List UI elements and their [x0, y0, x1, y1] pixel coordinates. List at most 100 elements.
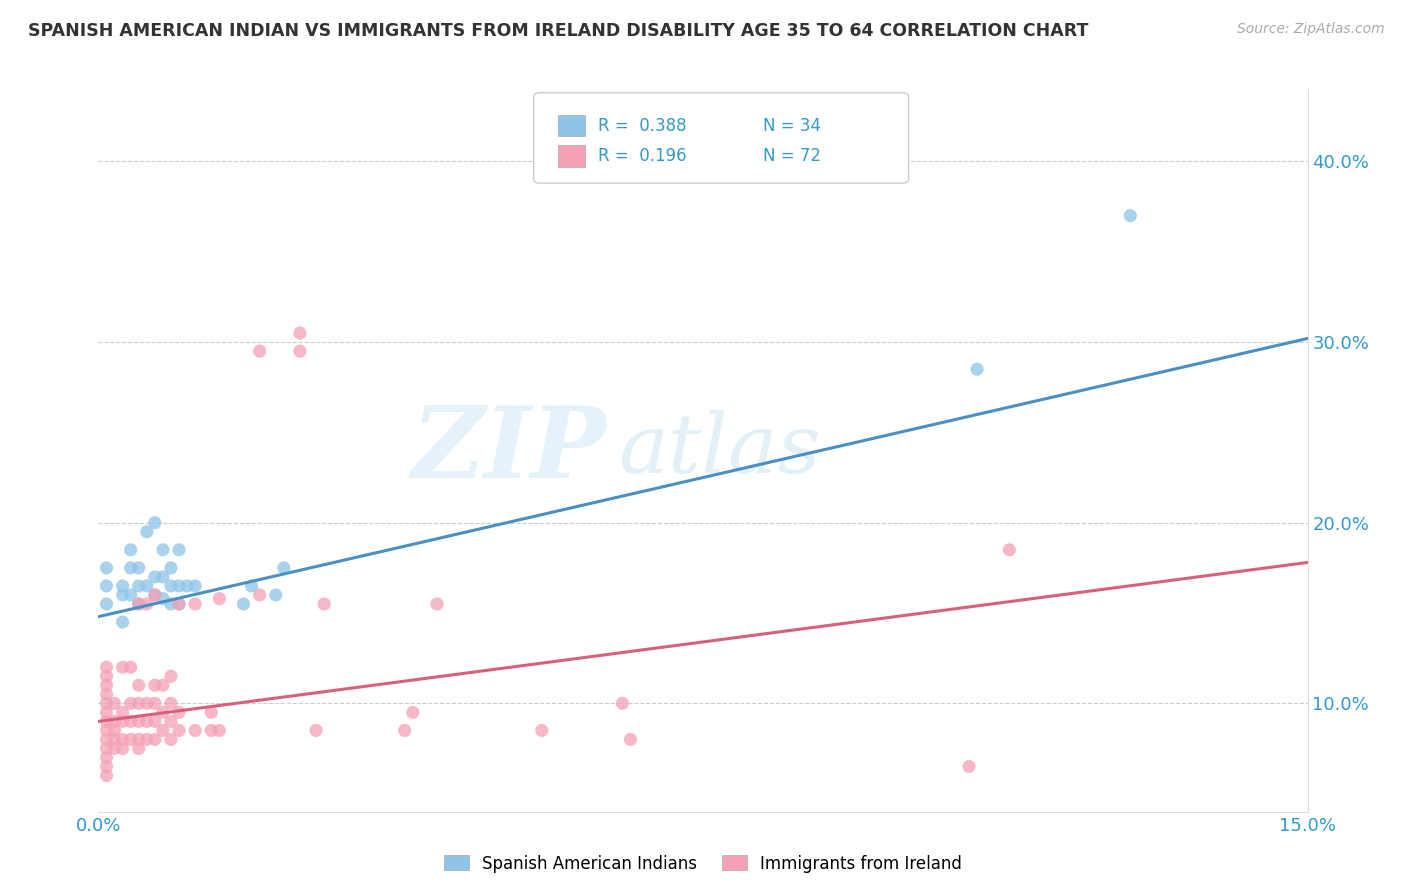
- Point: [96, 579, 118, 593]
- Point: [249, 344, 271, 359]
- Point: [111, 579, 134, 593]
- Point: [160, 669, 183, 683]
- Point: [111, 732, 134, 747]
- Point: [111, 741, 134, 756]
- Point: [128, 579, 150, 593]
- Point: [96, 597, 118, 611]
- Point: [103, 723, 125, 738]
- Point: [152, 570, 174, 584]
- Point: [128, 597, 150, 611]
- Point: [305, 723, 328, 738]
- Point: [143, 696, 166, 710]
- Point: [128, 741, 150, 756]
- Point: [998, 542, 1021, 557]
- Point: [111, 615, 134, 629]
- Point: [530, 723, 553, 738]
- Point: [143, 714, 166, 729]
- Point: [120, 542, 142, 557]
- Point: [135, 524, 157, 539]
- Point: [103, 696, 125, 710]
- Point: [208, 723, 231, 738]
- FancyBboxPatch shape: [534, 93, 908, 183]
- FancyBboxPatch shape: [558, 145, 585, 167]
- Point: [273, 561, 295, 575]
- Point: [128, 696, 150, 710]
- Point: [96, 696, 118, 710]
- Point: [184, 579, 207, 593]
- Point: [176, 579, 198, 593]
- Point: [96, 750, 118, 764]
- Point: [96, 687, 118, 701]
- Point: [135, 732, 157, 747]
- Point: [167, 706, 190, 720]
- Point: [96, 706, 118, 720]
- Point: [128, 678, 150, 692]
- Point: [128, 561, 150, 575]
- Point: [128, 597, 150, 611]
- Point: [966, 362, 988, 376]
- Point: [152, 678, 174, 692]
- Point: [240, 579, 263, 593]
- Point: [143, 570, 166, 584]
- Point: [612, 696, 634, 710]
- Point: [96, 741, 118, 756]
- Point: [96, 769, 118, 783]
- Point: [103, 732, 125, 747]
- Point: [111, 588, 134, 602]
- Point: [152, 542, 174, 557]
- Point: [111, 714, 134, 729]
- Legend: Spanish American Indians, Immigrants from Ireland: Spanish American Indians, Immigrants fro…: [437, 848, 969, 880]
- Point: [264, 588, 287, 602]
- Point: [111, 706, 134, 720]
- Point: [167, 542, 190, 557]
- Point: [143, 678, 166, 692]
- Point: [160, 714, 183, 729]
- Text: Source: ZipAtlas.com: Source: ZipAtlas.com: [1237, 22, 1385, 37]
- Text: N = 72: N = 72: [763, 147, 821, 165]
- Point: [128, 714, 150, 729]
- Point: [314, 597, 336, 611]
- Point: [143, 732, 166, 747]
- Point: [167, 579, 190, 593]
- Text: N = 34: N = 34: [763, 117, 821, 135]
- Point: [288, 326, 311, 340]
- Point: [1119, 209, 1142, 223]
- Point: [160, 597, 183, 611]
- Point: [96, 723, 118, 738]
- Point: [120, 714, 142, 729]
- Point: [200, 723, 222, 738]
- Point: [184, 723, 207, 738]
- Point: [394, 723, 416, 738]
- Point: [128, 732, 150, 747]
- Point: [143, 516, 166, 530]
- Point: [120, 696, 142, 710]
- Point: [103, 714, 125, 729]
- Point: [120, 588, 142, 602]
- Point: [96, 714, 118, 729]
- Point: [111, 660, 134, 674]
- FancyBboxPatch shape: [558, 115, 585, 136]
- Point: [208, 591, 231, 606]
- Point: [152, 591, 174, 606]
- Point: [160, 579, 183, 593]
- Point: [249, 588, 271, 602]
- Point: [96, 660, 118, 674]
- Point: [120, 732, 142, 747]
- Point: [160, 561, 183, 575]
- Point: [103, 741, 125, 756]
- Point: [200, 706, 222, 720]
- Point: [160, 732, 183, 747]
- Point: [184, 597, 207, 611]
- Point: [288, 344, 311, 359]
- Point: [96, 561, 118, 575]
- Point: [135, 579, 157, 593]
- Text: R =  0.388: R = 0.388: [598, 117, 686, 135]
- Point: [96, 669, 118, 683]
- Text: atlas: atlas: [619, 410, 821, 491]
- Point: [232, 597, 254, 611]
- Point: [619, 732, 641, 747]
- Point: [957, 759, 980, 773]
- Point: [402, 706, 425, 720]
- Point: [152, 706, 174, 720]
- Point: [96, 732, 118, 747]
